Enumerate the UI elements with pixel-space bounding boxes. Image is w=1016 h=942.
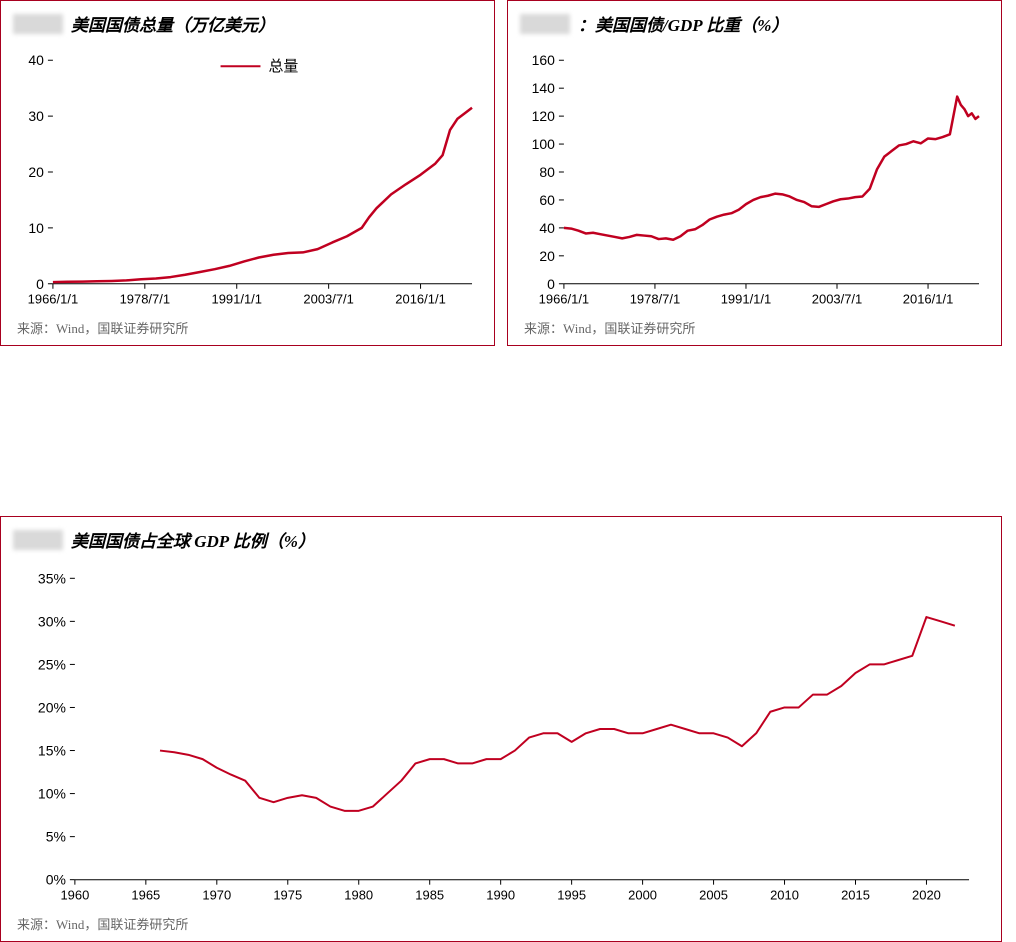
chart2-shell: 0 20 40 60 80 100 120 140 160 1966/1/1 1978/7/1 199… bbox=[520, 32, 989, 312]
svg-text:100: 100 bbox=[532, 136, 556, 152]
svg-text:2015: 2015 bbox=[841, 888, 870, 903]
svg-text:35%: 35% bbox=[38, 570, 66, 586]
svg-text:15%: 15% bbox=[38, 743, 66, 759]
svg-text:1995: 1995 bbox=[557, 888, 586, 903]
figure-number-placeholder bbox=[13, 14, 63, 34]
svg-text:20: 20 bbox=[28, 164, 44, 180]
chart3-title: 美国国债占全球 GDP 比例（%） bbox=[71, 527, 315, 552]
svg-text:5%: 5% bbox=[46, 829, 66, 845]
chart2-svg: 0 20 40 60 80 100 120 140 160 1966/1/1 1978/7/1 199… bbox=[520, 32, 989, 312]
svg-text:25%: 25% bbox=[38, 656, 66, 672]
svg-text:160: 160 bbox=[532, 52, 556, 68]
svg-text:30%: 30% bbox=[38, 613, 66, 629]
chart2-source: 来源：Wind，国联证券研究所 bbox=[520, 318, 989, 337]
svg-text:40: 40 bbox=[28, 52, 44, 68]
svg-text:20: 20 bbox=[539, 248, 555, 264]
chart1-panel: 美国国债总量（万亿美元） 0 10 20 30 40 1966/1/1 1978/7/1 19… bbox=[0, 0, 495, 346]
svg-text:1966/1/1: 1966/1/1 bbox=[539, 292, 589, 307]
svg-text:2016/1/1: 2016/1/1 bbox=[903, 292, 953, 307]
svg-text:1980: 1980 bbox=[344, 888, 373, 903]
chart3-source: 来源：Wind，国联证券研究所 bbox=[13, 914, 989, 933]
svg-text:1985: 1985 bbox=[415, 888, 444, 903]
svg-text:10: 10 bbox=[28, 220, 44, 236]
svg-text:2003/7/1: 2003/7/1 bbox=[812, 292, 862, 307]
svg-text:1978/7/1: 1978/7/1 bbox=[630, 292, 680, 307]
chart3-svg: 0% 5% 10% 15% 20% 25% 30% 35% 1960 1965 1970 1975 19… bbox=[13, 548, 989, 908]
svg-text:20%: 20% bbox=[38, 699, 66, 715]
bottom-wrap: 美国国债占全球 GDP 比例（%） 0% 5% 10% 15% 20% 25% 30% 35%… bbox=[0, 516, 1016, 942]
chart2-title: ：美国国债/GDP 比重（%） bbox=[578, 11, 788, 36]
svg-text:1978/7/1: 1978/7/1 bbox=[120, 292, 170, 307]
svg-text:80: 80 bbox=[539, 164, 555, 180]
svg-text:60: 60 bbox=[539, 192, 555, 208]
svg-text:总量: 总量 bbox=[268, 58, 298, 75]
svg-text:2003/7/1: 2003/7/1 bbox=[303, 292, 353, 307]
top-row: 美国国债总量（万亿美元） 0 10 20 30 40 1966/1/1 1978/7/1 19… bbox=[0, 0, 1016, 346]
chart1-title: 美国国债总量（万亿美元） bbox=[71, 11, 275, 36]
svg-text:1970: 1970 bbox=[202, 888, 231, 903]
svg-text:2016/1/1: 2016/1/1 bbox=[395, 292, 445, 307]
svg-text:0%: 0% bbox=[46, 872, 66, 888]
chart3-panel: 美国国债占全球 GDP 比例（%） 0% 5% 10% 15% 20% 25% 30% 35%… bbox=[0, 516, 1002, 942]
svg-text:10%: 10% bbox=[38, 786, 66, 802]
svg-text:2005: 2005 bbox=[699, 888, 728, 903]
svg-text:2000: 2000 bbox=[628, 888, 657, 903]
svg-text:1966/1/1: 1966/1/1 bbox=[28, 292, 78, 307]
svg-text:2010: 2010 bbox=[770, 888, 799, 903]
svg-text:0: 0 bbox=[36, 276, 44, 292]
chart2-panel: ：美国国债/GDP 比重（%） 0 20 40 60 80 100 120 140 160 196… bbox=[507, 0, 1002, 346]
svg-text:1991/1/1: 1991/1/1 bbox=[211, 292, 261, 307]
chart2-title-text: 美国国债/GDP 比重（%） bbox=[595, 16, 788, 35]
svg-text:140: 140 bbox=[532, 80, 556, 96]
svg-text:40: 40 bbox=[539, 220, 555, 236]
svg-text:1991/1/1: 1991/1/1 bbox=[721, 292, 771, 307]
svg-text:0: 0 bbox=[547, 276, 555, 292]
svg-text:1965: 1965 bbox=[131, 888, 160, 903]
svg-text:1990: 1990 bbox=[486, 888, 515, 903]
chart1-source: 来源：Wind，国联证券研究所 bbox=[13, 318, 482, 337]
colon: ： bbox=[578, 16, 595, 35]
figure-number-placeholder bbox=[13, 530, 63, 550]
chart3-shell: 0% 5% 10% 15% 20% 25% 30% 35% 1960 1965 1970 1975 19… bbox=[13, 548, 989, 908]
svg-text:1960: 1960 bbox=[60, 888, 89, 903]
chart1-svg: 0 10 20 30 40 1966/1/1 1978/7/1 1991/1/1 2003/7/… bbox=[13, 32, 482, 312]
svg-text:1975: 1975 bbox=[273, 888, 302, 903]
chart1-shell: 0 10 20 30 40 1966/1/1 1978/7/1 1991/1/1 2003/7/… bbox=[13, 32, 482, 312]
svg-text:120: 120 bbox=[532, 108, 556, 124]
svg-text:30: 30 bbox=[28, 108, 44, 124]
svg-text:2020: 2020 bbox=[912, 888, 941, 903]
figure-number-placeholder bbox=[520, 14, 570, 34]
